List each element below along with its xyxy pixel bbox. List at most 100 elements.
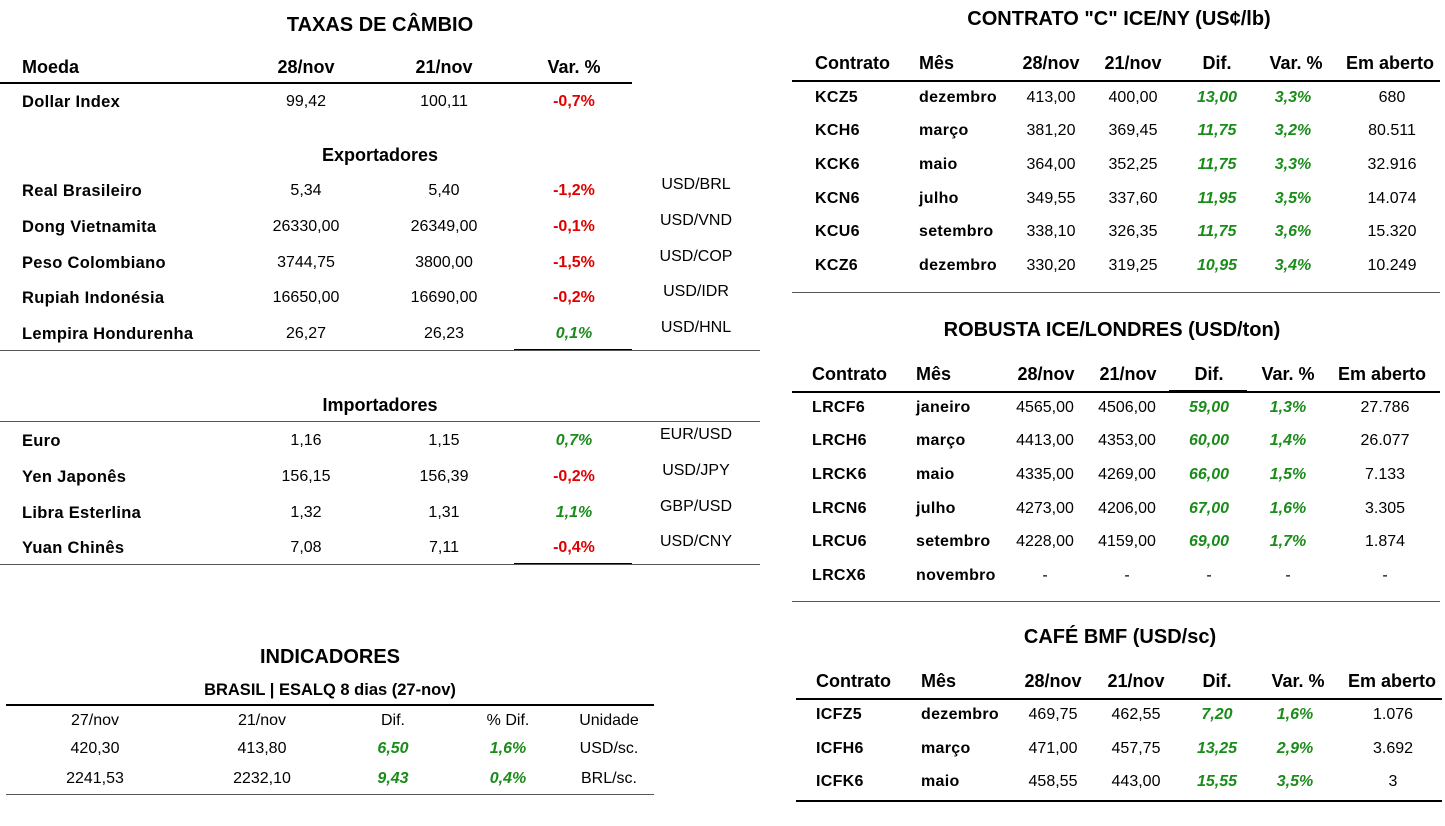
fx-currency-row: Peso Colombiano 3744,75 3800,00 -1,5% USD/CO… — [0, 246, 760, 280]
fx-currency-row: Yen Japonês 156,15 156,39 -0,2% USD/JPY — [0, 460, 760, 494]
contract-code: LRCU6 — [812, 533, 867, 550]
fx-row-var: -0,4% — [553, 539, 595, 556]
futures-header-cell: Dif. — [1202, 52, 1232, 73]
fx-row-v2: 7,11 — [429, 539, 459, 556]
contract-dif: 59,00 — [1188, 399, 1230, 416]
contract-month: dezembro — [921, 706, 999, 723]
contract-row: ICFH6 março 471,00 457,75 13,25 2,9% 3.692 — [0, 732, 1445, 766]
contract-v1: 4273,00 — [1016, 500, 1074, 517]
contract-code: KCZ5 — [815, 89, 858, 106]
fx-importers-title: Importadores — [322, 395, 438, 415]
fx-row-v1: 1,16 — [290, 432, 322, 449]
contract-row: KCU6 setembro 338,10 326,35 11,75 3,6% 15.320 — [0, 215, 1445, 249]
futures-header-cell: Mês — [919, 52, 955, 73]
futures-header-row: Contrato Mês 28/nov 21/nov Dif. Var. % Em aber… — [0, 664, 1445, 698]
fx-row-v2: 100,11 — [420, 93, 468, 110]
futures-header-row: Contrato Mês 28/nov 21/nov Dif. Var. % Em aber… — [0, 46, 1445, 80]
contract-v2: 352,25 — [1108, 156, 1158, 173]
fx-dollar-index-row: Dollar Index 99,42 100,11 -0,7% — [0, 85, 760, 119]
fx-row-name: Rupiah Indonésia — [22, 288, 165, 307]
ice-ny-title: CONTRATO "C" ICE/NY (US¢/lb) — [967, 8, 1271, 30]
contract-v1: 413,00 — [1026, 89, 1076, 106]
contract-code: LRCN6 — [812, 500, 867, 517]
contract-code: LRCK6 — [812, 466, 867, 483]
fx-row-pair: USD/BRL — [661, 176, 731, 193]
futures-header-cell: 28/nov — [1022, 52, 1080, 73]
fx-row-var: 1,1% — [555, 504, 593, 521]
contract-row: LRCU6 setembro 4228,00 4159,00 69,00 1,7% 1.87… — [0, 525, 1445, 559]
contract-var: 3,3% — [1274, 156, 1312, 173]
contract-oi: - — [1382, 567, 1388, 584]
fx-importers-top-rule — [0, 421, 760, 422]
contract-dif: 67,00 — [1188, 500, 1230, 517]
fx-row-v2: 1,31 — [428, 504, 460, 521]
contract-var: 1,7% — [1269, 533, 1307, 550]
fx-row-name: Yen Japonês — [22, 467, 127, 486]
indicators-header-dif: Dif. — [381, 712, 405, 729]
futures-header-cell: Contrato — [812, 363, 887, 384]
fx-row-pair: GBP/USD — [659, 498, 732, 515]
contract-code: ICFZ5 — [816, 706, 862, 723]
fx-row-var: -0,7% — [553, 93, 595, 110]
contract-v1: 4413,00 — [1016, 432, 1074, 449]
contract-v2: 369,45 — [1108, 122, 1158, 139]
contract-month: julho — [916, 500, 956, 517]
fx-row-v1: 5,34 — [290, 182, 322, 199]
contract-var: - — [1285, 567, 1291, 584]
indicators-header-rule — [6, 704, 654, 706]
indicators-unit: BRL/sc. — [580, 770, 637, 787]
fx-row-v2: 3800,00 — [415, 254, 473, 271]
fx-row-name: Dong Vietnamita — [22, 217, 157, 236]
fx-row-pair: USD/VND — [659, 212, 732, 229]
fx-row-v2: 1,15 — [428, 432, 460, 449]
fx-row-pair: USD/COP — [659, 248, 733, 265]
indicators-subtitle: BRASIL | ESALQ 8 dias (27-nov) — [204, 681, 456, 699]
contract-row: LRCK6 maio 4335,00 4269,00 66,00 1,5% 7.133 — [0, 458, 1445, 492]
fx-row-v1: 26,27 — [285, 325, 327, 342]
fx-currency-row: Euro 1,16 1,15 0,7% EUR/USD — [0, 424, 760, 458]
contract-v2: 400,00 — [1108, 89, 1158, 106]
indicators-header-row: 27/nov 21/nov Dif. % Dif. Unidade — [0, 704, 660, 738]
contract-code: KCZ6 — [815, 257, 858, 274]
fx-row-v1: 7,08 — [290, 539, 322, 556]
contract-row: KCZ6 dezembro 330,20 319,25 10,95 3,4% 10.249 — [0, 249, 1445, 283]
contract-oi: 3.305 — [1364, 500, 1406, 517]
contract-dif: 11,75 — [1197, 223, 1237, 240]
fx-row-v2: 5,40 — [428, 182, 460, 199]
contract-code: LRCH6 — [812, 432, 867, 449]
fx-row-v2: 26349,00 — [410, 218, 478, 235]
contract-code: KCK6 — [815, 156, 860, 173]
fx-row-name: Real Brasileiro — [22, 181, 143, 200]
fx-row-v2: 26,23 — [423, 325, 465, 342]
contract-dif: - — [1206, 567, 1212, 584]
indicators-pct: 1,6% — [489, 740, 527, 757]
contract-dif: 66,00 — [1188, 466, 1230, 483]
contract-v2: 457,75 — [1111, 740, 1161, 757]
contract-dif: 13,00 — [1196, 89, 1238, 106]
fx-row-name: Libra Esterlina — [22, 503, 142, 522]
contract-v2: - — [1124, 567, 1130, 584]
fx-header-row: Moeda 28/nov 21/nov Var. % — [0, 50, 760, 84]
contract-dif: 13,25 — [1196, 740, 1238, 757]
contract-dif: 15,55 — [1196, 773, 1238, 790]
fx-var-underline — [514, 563, 632, 565]
fx-row-v2: 156,39 — [419, 468, 469, 485]
contract-dif: 10,95 — [1196, 257, 1238, 274]
contract-var: 1,4% — [1269, 432, 1307, 449]
futures-header-cell: Var. % — [1271, 670, 1325, 691]
fx-currency-row: Rupiah Indonésia 16650,00 16690,00 -0,2% USD… — [0, 281, 760, 315]
contract-row: LRCH6 março 4413,00 4353,00 60,00 1,4% 26.077 — [0, 424, 1445, 458]
futures-header-cell: 28/nov — [1017, 363, 1075, 384]
fx-row-name: Euro — [22, 431, 61, 450]
contract-dif: 69,00 — [1188, 533, 1230, 550]
contract-v2: 443,00 — [1111, 773, 1161, 790]
fx-row-v1: 26330,00 — [272, 218, 340, 235]
indicators-pct: 0,4% — [489, 770, 527, 787]
fx-row-pair: USD/HNL — [660, 319, 732, 336]
contract-oi: 80.511 — [1368, 122, 1416, 139]
ice-ny-bottom-rule — [792, 292, 1440, 293]
contract-oi: 10.249 — [1367, 257, 1417, 274]
fx-var-underline — [514, 349, 632, 351]
futures-header-cell: Em aberto — [1347, 670, 1437, 691]
contract-code: LRCX6 — [812, 567, 866, 584]
